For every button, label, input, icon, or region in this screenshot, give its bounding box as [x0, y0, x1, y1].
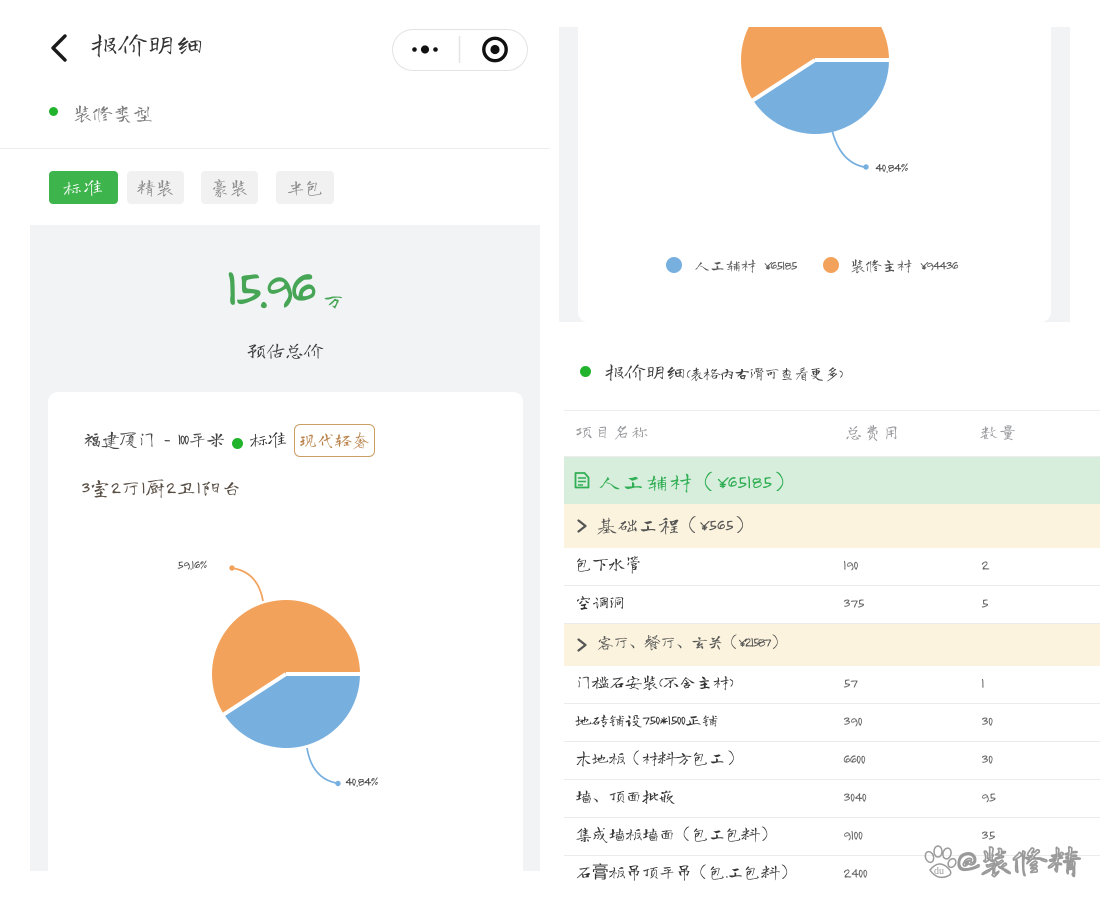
svg-text:du: du	[934, 866, 944, 876]
